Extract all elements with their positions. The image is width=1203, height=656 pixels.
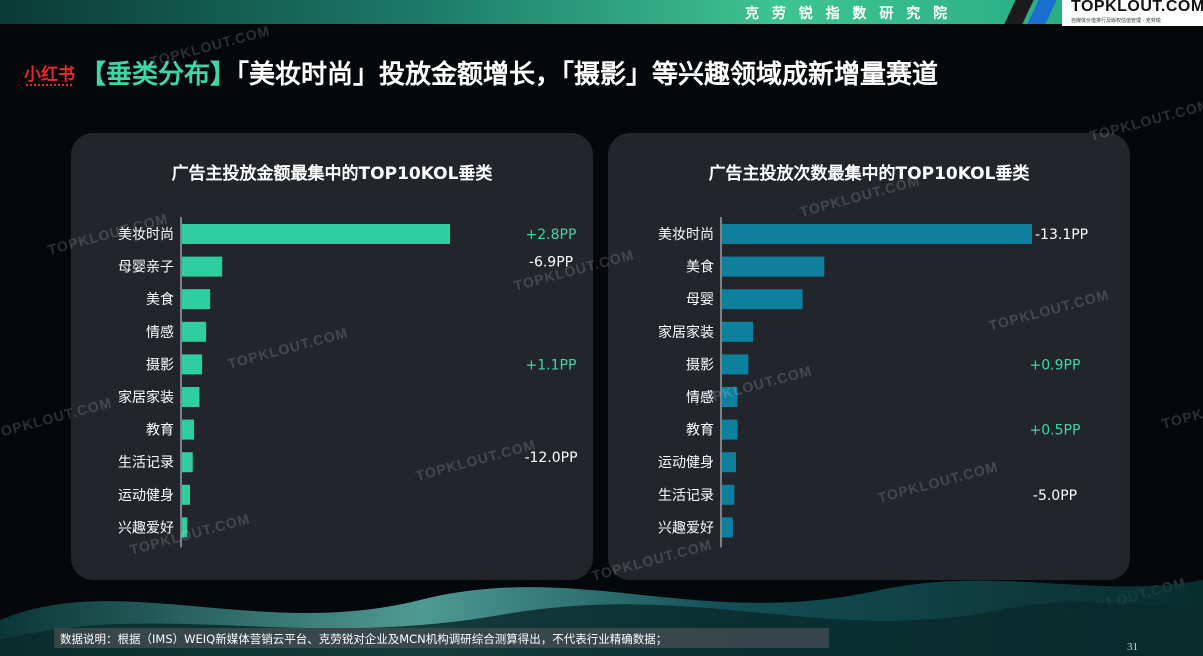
chart-panel-count: 广告主投放次数最集中的TOP10KOL垂类 美妆时尚 -13.1PP 美食母婴家居家…	[608, 133, 1130, 580]
topklout-logo	[1062, 0, 1203, 26]
bar	[182, 517, 188, 538]
category-label: 兴趣爱好	[118, 520, 174, 536]
bar	[722, 354, 749, 375]
category-label: 运动健身	[658, 455, 714, 471]
change-label: +0.5PP	[1030, 423, 1081, 439]
category-label: 母婴亲子	[118, 260, 174, 276]
category-label: 母婴	[686, 292, 714, 308]
bar	[722, 224, 1032, 244]
top-banner	[0, 0, 1203, 24]
category-label: 摄影	[146, 357, 174, 373]
page-title-tag: 【垂类分布】	[80, 60, 237, 90]
xiaohongshu-logo-underline	[26, 84, 72, 89]
change-label: -6.9PP	[529, 255, 573, 271]
bar	[182, 484, 191, 505]
category-label: 运动健身	[118, 488, 174, 504]
research-institute-label: 克 劳 锐 指 数 研 究 院	[745, 6, 952, 22]
footnote: 数据说明：根据（IMS）WEIQ新媒体营销云平台、克劳锐对企业及MCN机构调研综…	[60, 632, 668, 646]
bar	[182, 452, 193, 473]
bar	[722, 256, 825, 277]
footnote-bar	[54, 628, 829, 648]
page-title-text: 「美妆时尚」投放金额增长，「摄影」等兴趣领域成新增量赛道	[236, 60, 939, 90]
category-label: 教育	[686, 423, 714, 439]
page-title: 【垂类分布】「美妆时尚」投放金额增长，「摄影」等兴趣领域成新增量赛道	[80, 54, 938, 91]
category-label: 兴趣爱好	[658, 520, 714, 536]
category-label: 生活记录	[658, 488, 714, 504]
bar	[722, 517, 733, 538]
category-label: 美妆时尚	[658, 227, 714, 243]
change-label: -5.0PP	[1033, 488, 1077, 504]
bar	[722, 321, 753, 342]
bar	[182, 289, 211, 310]
category-label: 情感	[146, 324, 174, 341]
bar	[722, 452, 736, 473]
bar	[722, 419, 738, 440]
category-label: 情感	[686, 389, 714, 406]
change-label: -12.0PP	[524, 450, 577, 466]
category-label: 教育	[146, 423, 174, 439]
category-label: 美食	[686, 259, 714, 276]
bar	[722, 484, 735, 505]
topklout-logo-subtitle: 自媒体价值排行及版权估值管理 · 克劳锐	[1071, 18, 1161, 24]
page-number: 31	[1127, 641, 1138, 653]
category-label: 美妆时尚	[118, 227, 174, 243]
chart-title: 广告主投放金额最集中的TOP10KOL垂类	[171, 164, 493, 184]
bar	[182, 419, 195, 440]
bar	[182, 321, 207, 342]
watermark: TOPKLOUT.COM	[1088, 96, 1203, 144]
category-label: 摄影	[686, 357, 714, 373]
bar	[182, 256, 223, 277]
category-label: 家居家装	[118, 389, 174, 406]
change-label: -13.1PP	[1035, 227, 1088, 243]
watermark: TOPKLOUT.COM	[1160, 384, 1203, 432]
category-label: 生活记录	[118, 455, 174, 471]
topklout-logo-text: TOPKLOUT.COM	[1071, 0, 1203, 15]
change-label: +2.8PP	[526, 227, 577, 243]
change-label: +0.9PP	[1030, 357, 1081, 373]
category-label: 家居家装	[658, 324, 714, 341]
chart-panel-amount: 广告主投放金额最集中的TOP10KOL垂类 美妆时尚 +2.8PP 母婴亲子 -6.9…	[71, 133, 593, 580]
category-label: 美食	[146, 291, 174, 308]
bar	[182, 224, 450, 244]
chart-title: 广告主投放次数最集中的TOP10KOL垂类	[708, 164, 1030, 184]
xiaohongshu-logo: 小红书	[24, 65, 75, 85]
bar	[182, 387, 200, 407]
bar	[722, 289, 803, 310]
bar	[182, 354, 203, 375]
bar	[722, 387, 738, 407]
change-label: +1.1PP	[526, 357, 577, 373]
